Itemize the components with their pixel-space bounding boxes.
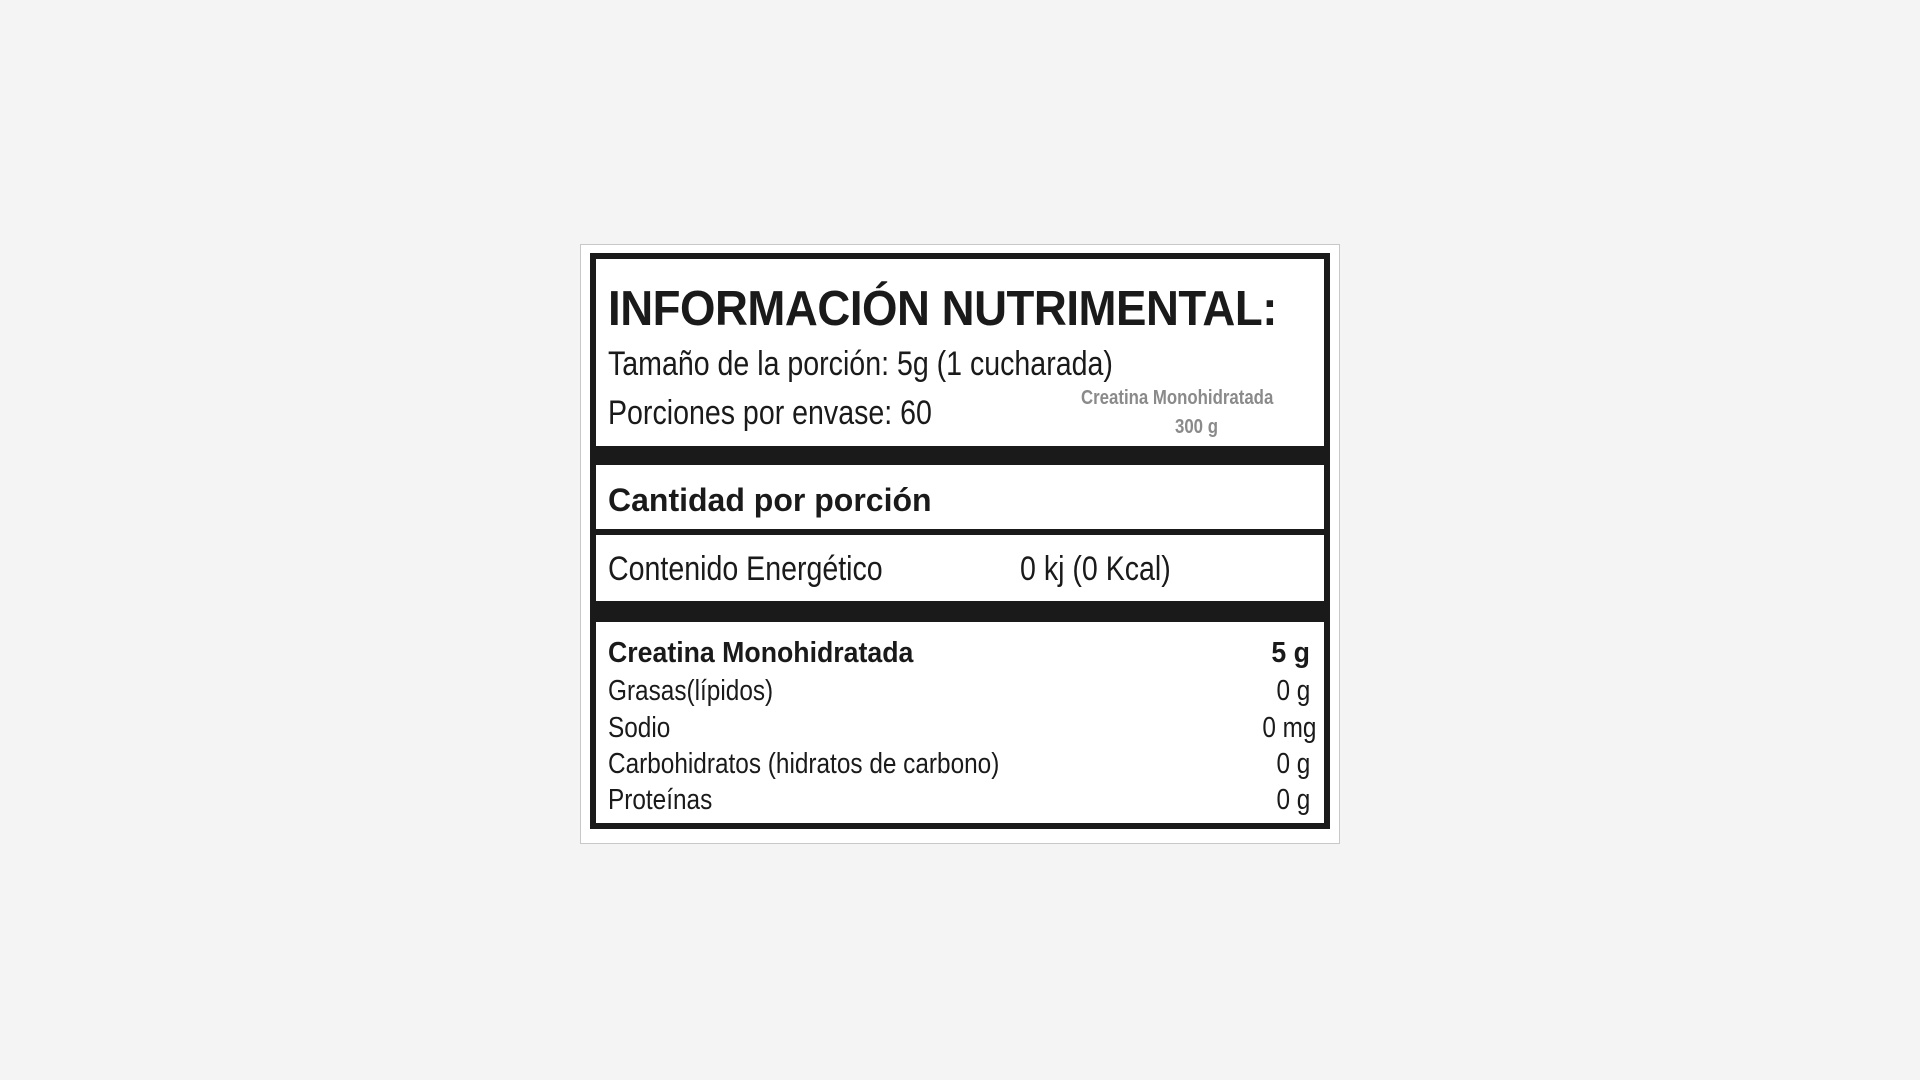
energy-value: 0 kj (0 Kcal) (1020, 550, 1171, 588)
nutrient-name: Creatina Monohidratada (608, 637, 914, 669)
nutrient-value: 0 mg (1261, 712, 1316, 744)
nutrient-name: Grasas(lípidos) (608, 675, 774, 707)
nutrient-name: Carbohidratos (hidratos de carbono) (608, 748, 1000, 780)
serving-size: Tamaño de la porción: 5g (1 cucharada) (608, 345, 1113, 383)
nutrient-value: 0 g (1276, 748, 1310, 780)
servings-per-container: Porciones por envase: 60 (608, 394, 932, 432)
nutrient-value: 0 g (1276, 784, 1310, 816)
nutrient-name: Sodio (608, 712, 671, 744)
divider-thin (596, 529, 1324, 535)
net-weight: 300 g (1175, 416, 1218, 438)
label-title: INFORMACIÓN NUTRIMENTAL: (608, 282, 1277, 336)
nutrient-name: Proteínas (608, 784, 713, 816)
divider-thick (596, 601, 1324, 622)
energy-label: Contenido Energético (608, 550, 883, 588)
amount-per-serving-heading: Cantidad por porción (608, 482, 932, 518)
nutrition-facts-label: INFORMACIÓN NUTRIMENTAL: Tamaño de la po… (590, 253, 1330, 829)
divider-thick (596, 446, 1324, 465)
nutrient-value: 0 g (1276, 675, 1310, 707)
nutrient-value: 5 g (1271, 637, 1310, 669)
product-name: Creatina Monohidratada (1081, 387, 1274, 409)
